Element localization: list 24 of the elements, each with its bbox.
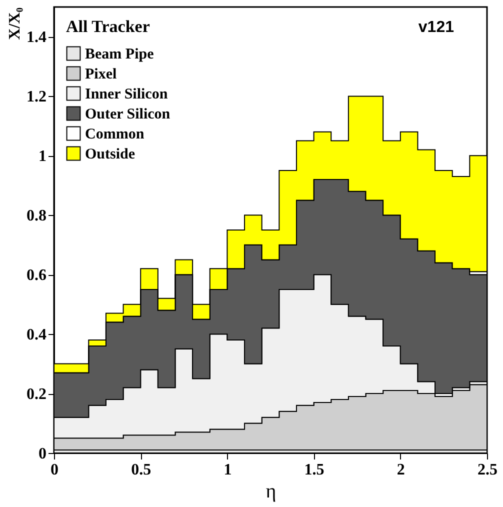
legend-label: Outside (85, 146, 136, 162)
legend-label: Beam Pipe (85, 46, 154, 62)
y-tick-label: 0.4 (26, 326, 46, 344)
x-tick-label: 0 (50, 462, 58, 478)
x-axis-title: η (266, 480, 276, 502)
y-tick-label: 1.4 (26, 29, 46, 46)
legend-label: Pixel (85, 66, 117, 82)
y-tick-label: 0.8 (26, 208, 46, 225)
y-tick-label: 1.2 (26, 88, 46, 106)
annotation: v121 (418, 19, 454, 36)
y-axis-title: X/X₀ (6, 7, 24, 40)
legend-label: Inner Silicon (85, 86, 168, 102)
y-tick-label: 1 (38, 148, 46, 166)
x-tick-label: 2 (396, 462, 405, 478)
x-tick-label: 1 (224, 462, 232, 478)
legend-label: Outer Silicon (85, 106, 171, 122)
legend-title: All Tracker (66, 17, 150, 36)
x-tick-label: 1.5 (304, 462, 324, 478)
y-tick-label: 0.2 (26, 386, 46, 404)
x-tick-label: 2.5 (478, 462, 498, 478)
x-tick-label: 0.5 (131, 462, 152, 478)
y-tick-label: 0.6 (26, 267, 46, 284)
legend-label: Common (85, 126, 145, 142)
y-tick-label: 0 (38, 446, 46, 462)
